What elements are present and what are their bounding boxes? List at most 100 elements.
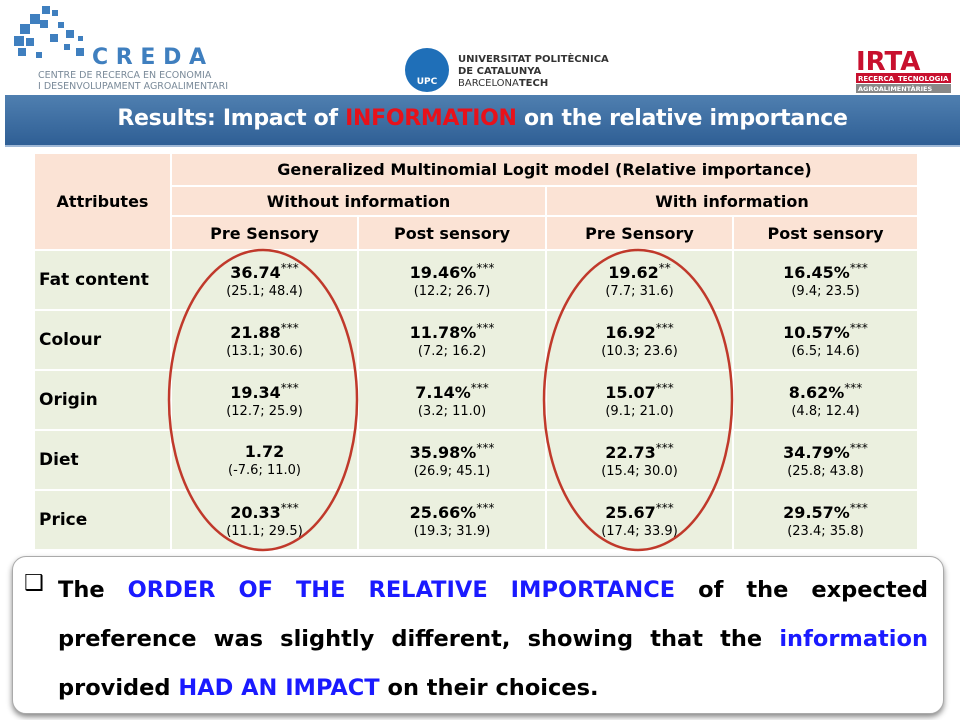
significance: *** <box>844 381 863 395</box>
confidence-interval: (7.7; 31.6) <box>605 284 674 299</box>
confidence-interval: (9.4; 23.5) <box>791 284 860 299</box>
row-label: Diet <box>33 429 172 491</box>
significance: ** <box>658 261 671 275</box>
cell-value: 25.66% <box>409 503 477 522</box>
data-cell: 19.34*** (12.7; 25.9) <box>170 369 359 431</box>
data-cell: 1.72 (-7.6; 11.0) <box>170 429 359 491</box>
note-segment: The <box>58 577 128 603</box>
data-cell: 19.46%*** (12.2; 26.7) <box>357 249 547 311</box>
note-box <box>12 556 944 714</box>
title-text: Results: Impact of <box>117 106 346 131</box>
header-row: Pre Sensory Post sensory Pre Sensory Post s… <box>34 215 919 251</box>
data-cell: 16.45%*** (9.4; 23.5) <box>732 249 919 311</box>
note-segment: ORDER OF THE RELATIVE IMPORTANCE <box>127 577 676 603</box>
note-segment: on their choices. <box>379 675 599 701</box>
data-cell: 22.73*** (15.4; 30.0) <box>545 429 734 491</box>
cell-value: 8.62% <box>788 383 845 402</box>
cell-value: 19.46% <box>409 263 477 282</box>
significance: *** <box>655 381 674 395</box>
group-header: Without information <box>170 185 547 217</box>
cell-value: 22.73 <box>605 443 656 462</box>
significance: *** <box>280 501 299 515</box>
data-cell: 16.92*** (10.3; 23.6) <box>545 309 734 371</box>
cell-value: 34.79% <box>783 443 850 462</box>
upc-mark: UPC <box>417 77 438 87</box>
cell-value: 15.07 <box>605 383 656 402</box>
data-cell: 34.79%*** (25.8; 43.8) <box>732 429 919 491</box>
note-segment: provided <box>58 675 179 701</box>
cell-value: 16.92 <box>605 323 656 342</box>
confidence-interval: (10.3; 23.6) <box>601 344 678 359</box>
corner-header: Attributes <box>33 152 172 251</box>
confidence-interval: (9.1; 21.0) <box>605 404 674 419</box>
cell-value: 21.88 <box>230 323 281 342</box>
model-header: Generalized Multinomial Logit model (Rel… <box>170 152 919 187</box>
confidence-interval: (15.4; 30.0) <box>601 464 678 479</box>
data-cell: 10.57%*** (6.5; 14.6) <box>732 309 919 371</box>
confidence-interval: (12.7; 25.9) <box>226 404 303 419</box>
confidence-interval: (26.9; 45.1) <box>413 464 491 479</box>
row-label: Origin <box>33 369 172 431</box>
confidence-interval: (-7.6; 11.0) <box>228 463 301 478</box>
significance: *** <box>280 321 299 335</box>
column-header: Pre Sensory <box>545 215 734 251</box>
data-cell: 35.98%*** (26.9; 45.1) <box>357 429 547 491</box>
title-highlight: INFORMATION <box>345 106 517 131</box>
significance: *** <box>476 441 495 455</box>
irta-sub: TECNOLOGIA <box>898 75 949 83</box>
cell-value: 36.74 <box>230 263 281 282</box>
data-row: Origin 19.34*** (12.7; 25.9) 7.14%*** (3.2; … <box>33 369 919 431</box>
header-row: Attributes Generalized Multinomial Logit … <box>33 152 919 251</box>
upc-line: DE CATALUNYA <box>458 66 541 77</box>
data-row: Price 20.33*** (11.1; 29.5) 25.66%*** (19.3;… <box>33 489 919 551</box>
cell-value: 25.67 <box>605 503 656 522</box>
data-cell: 20.33*** (11.1; 29.5) <box>170 489 359 551</box>
bullet: ❑ <box>24 571 44 596</box>
results-table: Attributes Generalized Multinomial Logit … <box>33 152 919 551</box>
confidence-interval: (23.4; 35.8) <box>787 524 864 539</box>
upc-line: UNIVERSITAT POLITÈCNICA <box>458 52 609 65</box>
note-text: The ORDER OF THE RELATIVE IMPORTANCE of … <box>28 566 928 713</box>
cell-value: 7.14% <box>415 383 471 402</box>
confidence-interval: (7.2; 16.2) <box>417 344 487 359</box>
creda-line: I DESENVOLUPAMENT AGROALIMENTARI <box>38 81 228 92</box>
column-header: Post sensory <box>732 215 919 251</box>
confidence-interval: (19.3; 31.9) <box>413 524 491 539</box>
significance: *** <box>655 501 674 515</box>
irta-name: IRTA <box>856 47 920 77</box>
significance: *** <box>655 321 674 335</box>
confidence-interval: (13.1; 30.6) <box>226 344 303 359</box>
creda-line: CENTRE DE RECERCA EN ECONOMIA <box>38 70 212 81</box>
cell-value: 11.78% <box>409 323 477 342</box>
note-segment: information <box>779 626 928 652</box>
irta-sub: RECERCA <box>858 75 895 83</box>
data-cell: 29.57%*** (23.4; 35.8) <box>732 489 919 551</box>
group-header: With information <box>545 185 919 217</box>
cell-value: 35.98% <box>409 443 477 462</box>
header-row: Without information With information <box>34 185 919 217</box>
significance: *** <box>470 381 489 395</box>
cell-value: 1.72 <box>244 442 285 461</box>
confidence-interval: (17.4; 33.9) <box>601 524 678 539</box>
upc-tech: TECH <box>519 78 548 89</box>
confidence-interval: (11.1; 29.5) <box>226 524 303 539</box>
upc-line: BARCELONATECH <box>458 78 548 89</box>
significance: *** <box>849 321 868 335</box>
cell-value: 10.57% <box>783 323 850 342</box>
confidence-interval: (25.8; 43.8) <box>787 464 864 479</box>
significance: *** <box>476 321 495 335</box>
data-cell: 11.78%*** (7.2; 16.2) <box>357 309 547 371</box>
irta-bar <box>856 73 951 83</box>
slide-title: Results: Impact of INFORMATION on the re… <box>5 95 960 147</box>
data-cell: 25.67*** (17.4; 33.9) <box>545 489 734 551</box>
note-line: The ORDER OF THE RELATIVE IMPORTANCE of … <box>28 566 928 713</box>
upc-city: BARCELONA <box>458 78 519 89</box>
row-label: Fat content <box>33 249 172 311</box>
creda-name: C R E D A <box>92 45 206 70</box>
data-cell: 25.66%*** (19.3; 31.9) <box>357 489 547 551</box>
row-label: Colour <box>33 309 172 371</box>
column-header: Pre Sensory <box>170 215 359 251</box>
cell-value: 29.57% <box>783 503 850 522</box>
data-cell: 36.74*** (25.1; 48.4) <box>170 249 359 311</box>
confidence-interval: (6.5; 14.6) <box>791 344 860 359</box>
